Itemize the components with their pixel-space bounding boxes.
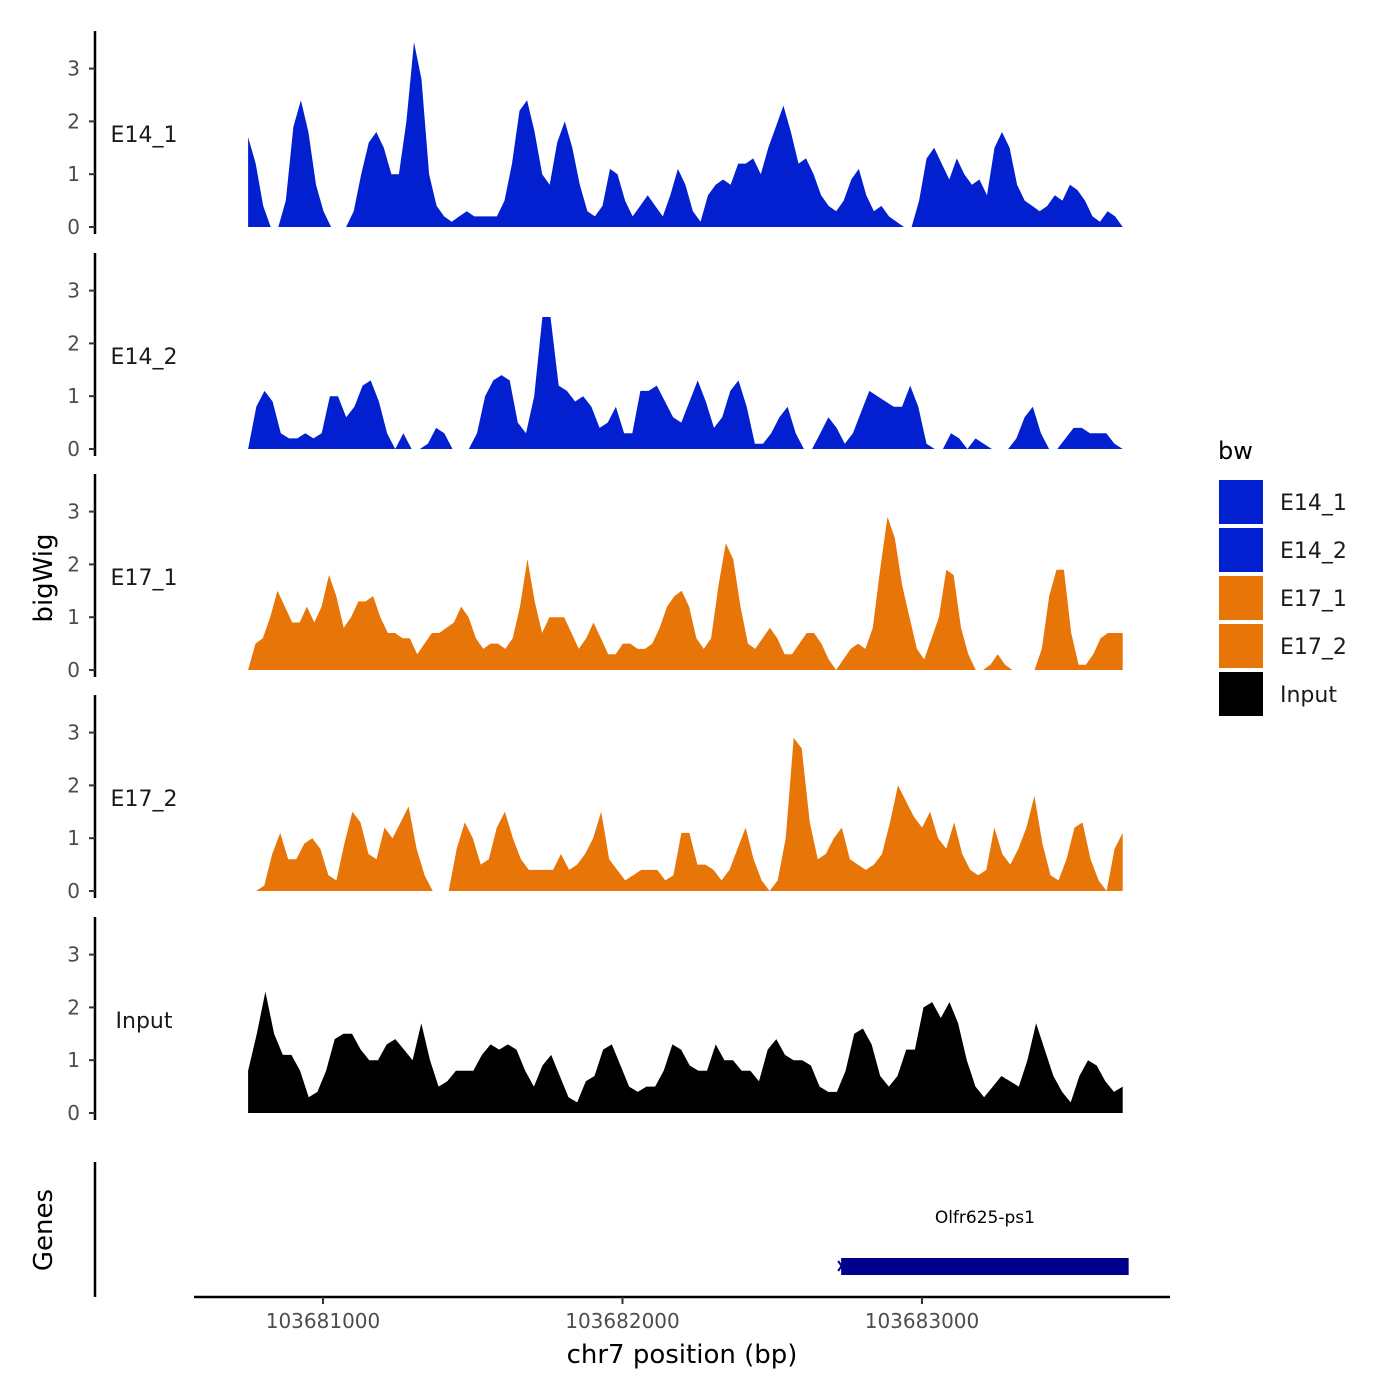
y-tick-label: 1 (67, 384, 80, 408)
legend-swatch (1219, 528, 1263, 572)
x-axis-title: chr7 position (bp) (567, 1340, 798, 1370)
legend: bw E14_1 E14_2 E17_1 E17_2 Input (1218, 437, 1347, 716)
gene-body (841, 1258, 1129, 1275)
track-label: Input (116, 1009, 173, 1034)
track-E14_2: 0 1 2 3 E14_2 (67, 253, 1123, 461)
legend-swatch (1219, 480, 1263, 524)
coverage-tracks: 0 1 2 3 E14_1 0 1 2 3 E14_2 0 1 2 3 E17_1 0 1 2 3 E17_2 0 1 2 3… (67, 31, 1123, 1125)
coverage-area-E17_2 (248, 737, 1123, 891)
track-E17_1: 0 1 2 3 E17_1 (67, 474, 1123, 682)
y-tick-label: 3 (67, 943, 80, 967)
legend-label: E17_1 (1280, 587, 1347, 612)
genes-panel: Genes Olfr625-ps1 (29, 1162, 1129, 1297)
y-tick-label: 3 (67, 57, 80, 81)
x-tick-label: 103683000 (865, 1309, 980, 1333)
track-label: E17_2 (111, 787, 178, 812)
x-tick-label: 103682000 (565, 1309, 680, 1333)
y-tick-label: 2 (67, 995, 80, 1019)
legend-label: Input (1280, 683, 1337, 708)
legend-label: E14_2 (1280, 539, 1347, 564)
legend-item-E17_1: E17_1 (1219, 576, 1347, 620)
y-tick-label: 2 (67, 773, 80, 797)
y-axis-title: bigWig (29, 533, 59, 622)
track-E17_2: 0 1 2 3 E17_2 (67, 695, 1123, 903)
y-tick-label: 1 (67, 1048, 80, 1072)
legend-items: E14_1 E14_2 E17_1 E17_2 Input (1219, 480, 1347, 716)
y-tick-label: 1 (67, 826, 80, 850)
genes-axis-title: Genes (29, 1189, 59, 1271)
gene-label: Olfr625-ps1 (935, 1208, 1035, 1228)
y-tick-label: 1 (67, 162, 80, 186)
y-tick-label: 0 (67, 1101, 80, 1125)
legend-item-Input: Input (1219, 672, 1337, 716)
y-tick-label: 3 (67, 721, 80, 745)
x-axis: 103681000 103682000 103683000 chr7 positio… (194, 1295, 1170, 1370)
legend-swatch (1219, 576, 1263, 620)
y-tick-label: 2 (67, 331, 80, 355)
coverage-area-E14_2 (248, 317, 1123, 449)
y-tick-label: 2 (67, 552, 80, 576)
y-tick-label: 0 (67, 215, 80, 239)
track-label: E17_1 (111, 566, 178, 591)
y-tick-label: 0 (67, 658, 80, 682)
y-tick-label: 2 (67, 109, 80, 133)
track-label: E14_1 (111, 123, 178, 148)
gene-Olfr625-ps1: Olfr625-ps1 (837, 1208, 1129, 1275)
y-tick-label: 0 (67, 879, 80, 903)
legend-item-E14_1: E14_1 (1219, 480, 1347, 524)
y-tick-label: 1 (67, 605, 80, 629)
gene-items: Olfr625-ps1 (837, 1208, 1129, 1275)
coverage-area-E17_1 (248, 516, 1123, 670)
y-tick-label: 3 (67, 279, 80, 303)
legend-item-E14_2: E14_2 (1219, 528, 1347, 572)
track-Input: 0 1 2 3 Input (67, 917, 1123, 1125)
legend-item-E17_2: E17_2 (1219, 624, 1347, 668)
x-tick-label: 103681000 (266, 1309, 381, 1333)
track-E14_1: 0 1 2 3 E14_1 (67, 31, 1123, 239)
legend-swatch (1219, 624, 1263, 668)
y-tick-label: 0 (67, 437, 80, 461)
legend-swatch (1219, 672, 1263, 716)
track-label: E14_2 (111, 345, 178, 370)
legend-label: E14_1 (1280, 491, 1347, 516)
x-ticks: 103681000 103682000 103683000 (266, 1297, 980, 1333)
legend-label: E17_2 (1280, 635, 1347, 660)
legend-title: bw (1218, 437, 1253, 465)
coverage-area-Input (248, 991, 1123, 1113)
gene-strand-marker (837, 1260, 846, 1272)
coverage-area-E14_1 (248, 42, 1123, 228)
y-tick-label: 3 (67, 500, 80, 524)
